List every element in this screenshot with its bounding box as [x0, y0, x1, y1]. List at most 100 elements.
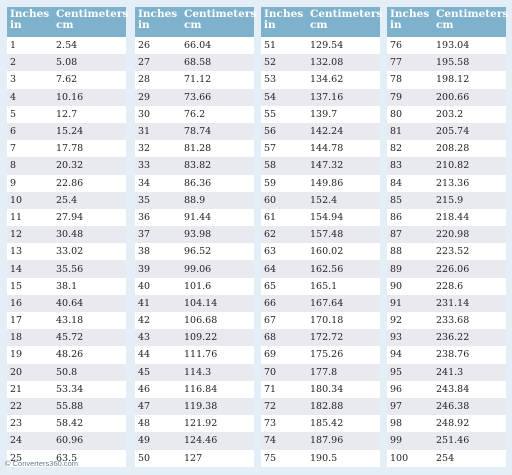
table-row: 92 233.68 [387, 312, 506, 330]
table-row: 69 175.26 [261, 346, 380, 364]
table-row: 66 167.64 [261, 294, 380, 312]
inches-cell: 36 [135, 208, 181, 227]
centimeters-cell: 12.7 [53, 105, 126, 123]
centimeters-cell: 40.64 [53, 294, 126, 312]
inches-cell: 96 [387, 380, 433, 398]
table-row: 83 210.82 [387, 157, 506, 175]
table-header-row: Inches in Centimeters cm [387, 7, 508, 37]
table-row: 81 205.74 [387, 122, 506, 141]
table-row: 35 88.9 [135, 191, 254, 209]
table-row: 29 73.66 [135, 88, 254, 106]
table-row: 39 99.06 [135, 260, 254, 278]
centimeters-cell: 63.5 [53, 449, 126, 467]
table-row: 52 132.08 [261, 54, 380, 72]
table-row: 38 96.52 [135, 243, 254, 261]
inches-cell: 30 [135, 105, 181, 123]
table-row: 98 248.92 [387, 415, 506, 433]
inches-cell: 55 [261, 105, 307, 123]
table-row: 4 10.16 [7, 88, 126, 106]
table-row: 82 208.28 [387, 140, 506, 158]
centimeters-cell: 66.04 [181, 37, 254, 55]
centimeters-cell: 5.08 [53, 54, 126, 72]
table-row: 58 147.32 [261, 157, 380, 175]
table-row: 42 106.68 [135, 312, 254, 330]
centimeters-cell: 142.24 [307, 122, 380, 141]
centimeters-cell: 30.48 [53, 226, 126, 244]
centimeters-cell: 185.42 [307, 415, 380, 433]
inches-cell: 24 [7, 432, 53, 450]
centimeters-cell: 160.02 [307, 243, 380, 261]
table-row: 14 35.56 [7, 260, 126, 278]
centimeters-cell: 38.1 [53, 277, 126, 295]
inches-cell: 81 [387, 122, 433, 141]
inches-cell: 10 [7, 191, 53, 209]
inches-cell: 80 [387, 105, 433, 123]
centimeters-cell: 175.26 [307, 346, 380, 364]
inches-cell: 42 [135, 312, 181, 330]
centimeters-cell: 101.6 [181, 277, 254, 295]
inches-cell: 72 [261, 397, 307, 416]
centimeters-cell: 27.94 [53, 208, 126, 227]
table-row: 43 109.22 [135, 329, 254, 347]
centimeters-cell: 218.44 [433, 208, 506, 227]
inches-cell: 43 [135, 329, 181, 347]
inches-cell: 33 [135, 157, 181, 175]
centimeters-cell: 124.46 [181, 432, 254, 450]
table-row: 87 220.98 [387, 226, 506, 244]
centimeters-cell: 93.98 [181, 226, 254, 244]
inches-header: Inches in [135, 7, 181, 37]
table-row: 72 182.88 [261, 397, 380, 416]
centimeters-cell: 165.1 [307, 277, 380, 295]
table-row: 17 43.18 [7, 312, 126, 330]
table-row: 5 12.7 [7, 105, 126, 123]
table-row: 94 238.76 [387, 346, 506, 364]
table-row: 48 121.92 [135, 415, 254, 433]
centimeters-cell: 127 [181, 449, 254, 467]
table-row: 10 25.4 [7, 191, 126, 209]
centimeters-cell: 157.48 [307, 226, 380, 244]
centimeters-header: Centimeters cm [307, 7, 382, 37]
table-row: 25 63.5 [7, 449, 126, 467]
inches-cell: 92 [387, 312, 433, 330]
inches-cell: 15 [7, 277, 53, 295]
centimeters-cell: 86.36 [181, 174, 254, 192]
table-row: 62 157.48 [261, 226, 380, 244]
centimeters-cell: 96.52 [181, 243, 254, 261]
inches-cell: 59 [261, 174, 307, 192]
inches-cell: 39 [135, 260, 181, 278]
centimeters-cell: 50.8 [53, 363, 126, 381]
centimeters-cell: 162.56 [307, 260, 380, 278]
inches-cell: 78 [387, 71, 433, 89]
centimeters-cell: 83.82 [181, 157, 254, 175]
table-row: 8 20.32 [7, 157, 126, 175]
inches-cell: 2 [7, 54, 53, 72]
centimeters-cell: 68.58 [181, 54, 254, 72]
conversion-table-2: Inches in Centimeters cm 26 66.04 27 68.58 28 7… [135, 7, 256, 467]
table-row: 45 114.3 [135, 363, 254, 381]
inches-cell: 28 [135, 71, 181, 89]
table-row: 78 198.12 [387, 71, 506, 89]
table-row: 99 251.46 [387, 432, 506, 450]
centimeters-cell: 60.96 [53, 432, 126, 450]
table-row: 47 119.38 [135, 397, 254, 416]
table-row: 88 223.52 [387, 243, 506, 261]
inches-cell: 26 [135, 37, 181, 55]
centimeters-cell: 210.82 [433, 157, 506, 175]
inches-cell: 54 [261, 88, 307, 106]
inches-cell: 44 [135, 346, 181, 364]
inches-cell: 99 [387, 432, 433, 450]
centimeters-cell: 198.12 [433, 71, 506, 89]
table-row: 55 139.7 [261, 105, 380, 123]
inches-cell: 17 [7, 312, 53, 330]
inches-cell: 57 [261, 140, 307, 158]
centimeters-cell: 132.08 [307, 54, 380, 72]
centimeters-cell: 99.06 [181, 260, 254, 278]
inches-cell: 1 [7, 37, 53, 55]
centimeters-cell: 81.28 [181, 140, 254, 158]
inches-cell: 5 [7, 105, 53, 123]
inches-cell: 22 [7, 397, 53, 416]
inches-cell: 40 [135, 277, 181, 295]
inches-cell: 21 [7, 380, 53, 398]
table-row: 84 213.36 [387, 174, 506, 192]
